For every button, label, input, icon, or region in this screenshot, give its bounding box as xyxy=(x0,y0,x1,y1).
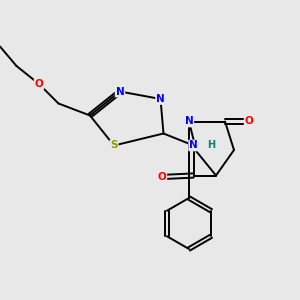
Text: O: O xyxy=(244,116,253,127)
Text: N: N xyxy=(116,86,124,97)
Text: H: H xyxy=(207,140,216,151)
Text: N: N xyxy=(189,140,198,151)
Text: N: N xyxy=(156,94,165,104)
Text: O: O xyxy=(158,172,166,182)
Text: S: S xyxy=(110,140,118,151)
Text: O: O xyxy=(34,79,43,89)
Text: N: N xyxy=(184,116,194,127)
